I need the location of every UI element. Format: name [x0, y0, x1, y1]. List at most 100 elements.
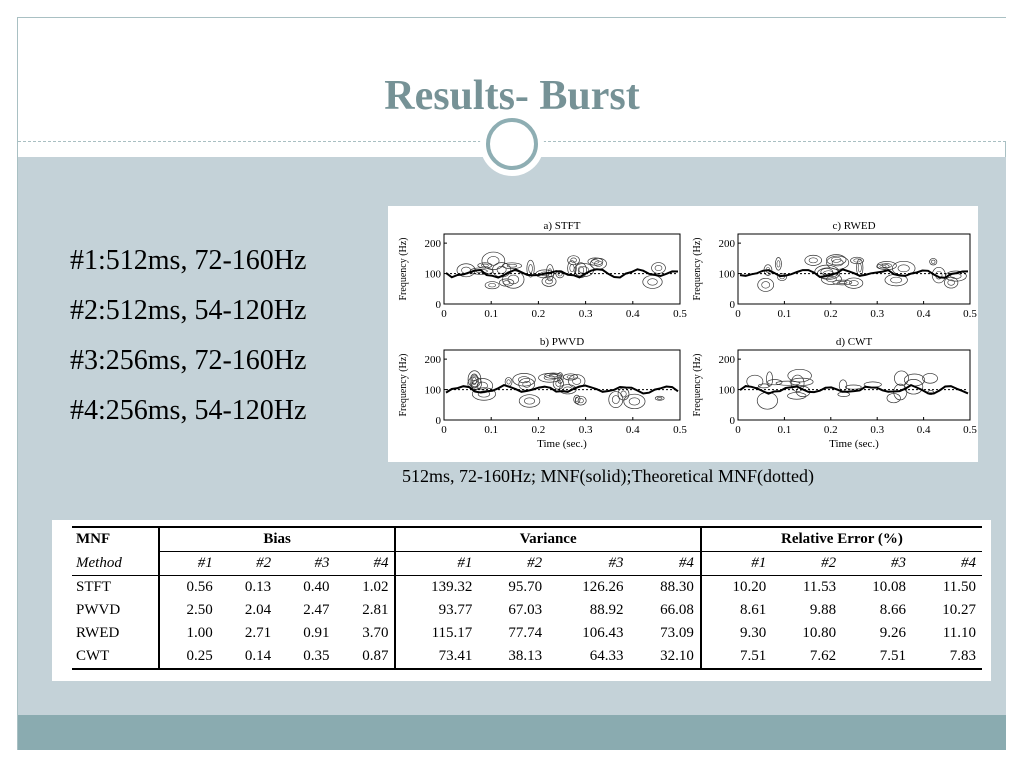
x-tick-label: 0.4: [626, 308, 640, 320]
contour-blob: [876, 263, 890, 270]
x-tick-label: 0.4: [917, 308, 931, 320]
x-axis-label: Time (sec.): [829, 438, 879, 450]
contour-blob: [623, 393, 646, 410]
x-tick-label: 0.4: [626, 424, 640, 436]
contour-blob: [776, 260, 781, 268]
contour-blob: [620, 390, 627, 398]
panel-title: d) CWT: [836, 336, 873, 348]
contour-blob: [573, 394, 581, 404]
method-cell: CWT: [72, 645, 159, 670]
contour-blob: [611, 395, 620, 404]
column-header: #1: [394, 551, 479, 576]
contour-blob: [469, 373, 479, 389]
list-item: #4:256ms, 54-120Hz: [70, 395, 307, 426]
contour-blob: [826, 255, 850, 270]
contour-blob: [577, 398, 584, 404]
y-axis-label: Frequency (Hz): [692, 237, 703, 300]
contour-blob: [848, 280, 859, 287]
x-tick-label: 0: [441, 424, 447, 436]
table-row: CWT 0.25 0.14 0.35 0.87 73.41 38.13 64.33 32.10 7…: [72, 645, 982, 670]
value-cell: 115.17: [394, 622, 479, 645]
contour-blob: [541, 275, 557, 287]
contour-blob: [826, 276, 837, 283]
x-axis-label: Time (sec.): [537, 438, 587, 450]
x-tick-label: 0.5: [963, 308, 977, 320]
y-tick-label: 100: [719, 269, 736, 281]
value-cell: 73.09: [660, 625, 694, 641]
column-header: #1: [157, 551, 219, 576]
contour-blob: [654, 264, 663, 272]
value-cell: 88.30: [660, 579, 694, 595]
value-cell: 11.10: [942, 625, 976, 641]
contour-blob: [845, 384, 862, 390]
contour-blob: [647, 278, 658, 286]
contour-blob: [657, 396, 663, 400]
value-cell: 8.61: [699, 599, 773, 622]
contour-blob: [787, 368, 812, 383]
y-tick-label: 0: [436, 299, 442, 311]
contour-blob: [850, 256, 864, 265]
x-tick-label: 0.1: [778, 424, 792, 436]
panel-title: a) STFT: [544, 220, 581, 232]
contour-blob: [545, 278, 553, 285]
contour-blob: [506, 263, 518, 268]
list-item: #2:512ms, 54-120Hz: [70, 295, 307, 326]
group-header: Bias: [157, 526, 396, 552]
value-cell: 10.08: [872, 579, 906, 595]
results-table-box: MNF Bias Variance Relative Error (%) Met…: [52, 520, 991, 681]
value-cell: 11.53: [802, 579, 837, 595]
contour-blob: [594, 260, 603, 267]
contour-blob: [477, 262, 493, 269]
value-cell: 126.26: [582, 579, 624, 595]
contour-blob: [471, 387, 496, 401]
contour-blob: [518, 376, 530, 384]
x-tick-label: 0.1: [778, 308, 792, 320]
value-cell: 0.91: [303, 625, 330, 641]
value-cell: 38.13: [478, 645, 549, 670]
method-label: Method: [72, 551, 159, 576]
contour-blob: [903, 379, 924, 395]
value-cell: 0.87: [335, 645, 396, 670]
x-tick-label: 0: [735, 424, 741, 436]
contour-blob: [481, 251, 506, 271]
contour-blob: [831, 259, 844, 267]
contour-blob: [757, 383, 770, 389]
contour-blob: [501, 262, 523, 269]
y-tick-label: 100: [425, 269, 442, 281]
contour-blob: [577, 266, 585, 275]
contour-blob: [775, 257, 782, 271]
contour-blob: [761, 281, 770, 289]
contour-blob: [470, 374, 478, 384]
contour-blob: [651, 262, 666, 274]
contour-blob: [507, 274, 519, 285]
contour-blob: [789, 377, 814, 386]
y-tick-label: 200: [719, 354, 736, 366]
value-cell: 64.33: [548, 645, 630, 670]
contour-blob: [557, 271, 563, 277]
value-cell: 2.47: [303, 602, 330, 618]
panel-title: b) PWVD: [540, 336, 584, 348]
contour-blob: [903, 373, 925, 387]
contour-blob: [524, 397, 535, 405]
column-header: #3: [842, 551, 912, 576]
column-header: #4: [911, 551, 982, 576]
contour-blob: [496, 265, 507, 274]
x-tick-label: 0.2: [824, 424, 838, 436]
y-tick-label: 100: [425, 385, 442, 397]
contour-blob: [775, 380, 801, 386]
x-tick-label: 0: [735, 308, 741, 320]
contour-blob: [890, 276, 903, 284]
table-row: STFT 0.56 0.13 0.40 1.02 139.32 95.70 126.26 88.…: [72, 575, 982, 599]
contour-blob: [506, 379, 511, 385]
contour-blob: [572, 377, 582, 385]
value-cell: 67.03: [508, 602, 543, 618]
contour-blob: [857, 263, 862, 273]
contour-blob: [575, 262, 587, 279]
contour-blob: [766, 371, 774, 387]
contour-blob: [567, 255, 580, 266]
value-cell: 0.25: [157, 645, 219, 670]
contour-blob: [467, 370, 482, 389]
contour-blob: [628, 397, 641, 406]
y-axis-label: Frequency (Hz): [692, 353, 703, 416]
contour-blob: [844, 277, 864, 289]
